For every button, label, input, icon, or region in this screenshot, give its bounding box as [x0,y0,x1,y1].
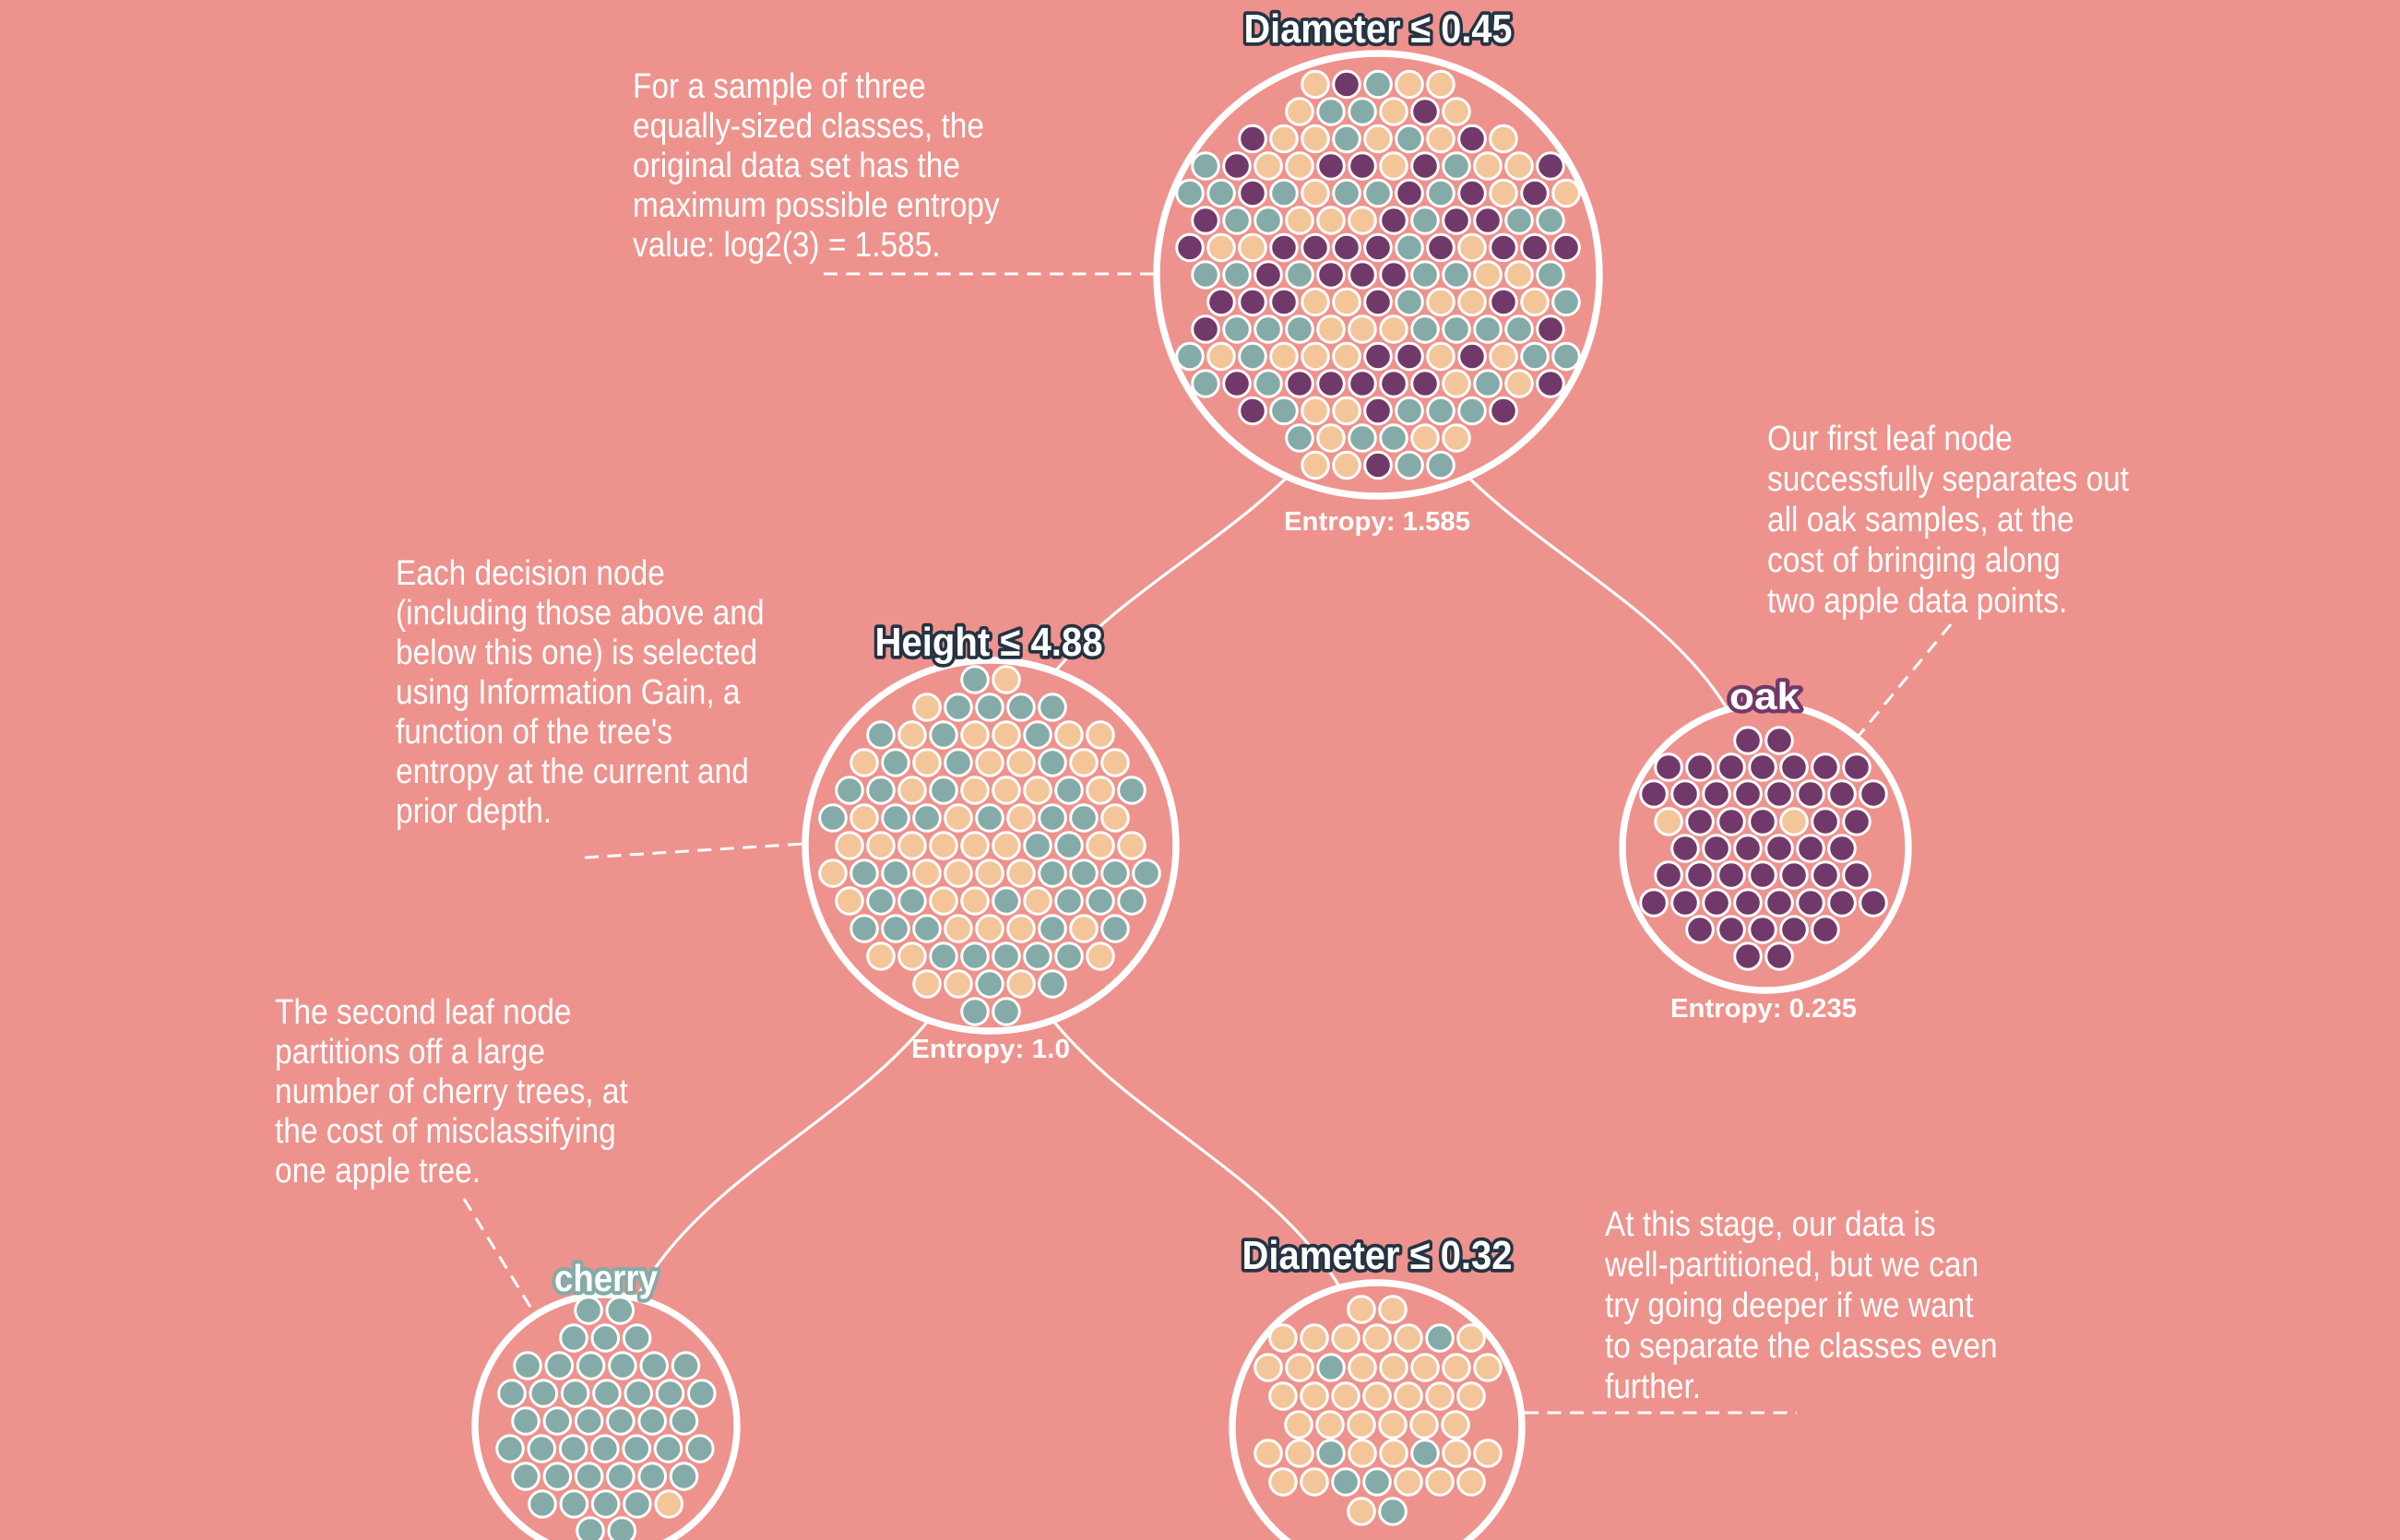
svg-text:value: log2(3) = 1.585.: value: log2(3) = 1.585. [633,225,941,264]
svg-text:(including those above and: (including those above and [396,593,765,632]
svg-text:Height ≤ 4.88: Height ≤ 4.88 [875,620,1103,665]
svg-text:entropy at the current and: entropy at the current and [396,752,749,790]
svg-text:Entropy: 0.235: Entropy: 0.235 [1670,994,1857,1024]
svg-text:cherry: cherry [554,1257,658,1299]
svg-text:Diameter ≤ 0.45: Diameter ≤ 0.45 [1244,6,1513,52]
svg-text:The second leaf node: The second leaf node [275,992,572,1031]
svg-text:successfully separates out: successfully separates out [1767,459,2129,498]
svg-text:At this stage, our data is: At this stage, our data is [1605,1204,1936,1243]
svg-text:further.: further. [1605,1367,1701,1405]
svg-text:equally-sized classes, the: equally-sized classes, the [633,106,984,145]
svg-text:below this one) is selected: below this one) is selected [396,633,757,671]
svg-text:to separate the classes even: to separate the classes even [1605,1326,1998,1365]
svg-text:well-partitioned, but we can: well-partitioned, but we can [1604,1245,1978,1284]
svg-text:Entropy: 1.585: Entropy: 1.585 [1284,507,1470,537]
svg-text:cost of bringing along: cost of bringing along [1767,540,2061,579]
svg-text:try going deeper if we want: try going deeper if we want [1605,1285,1974,1324]
svg-text:using Information Gain, a: using Information Gain, a [396,672,741,711]
svg-text:Each decision node: Each decision node [396,553,665,592]
svg-text:two apple data points.: two apple data points. [1767,581,2067,620]
svg-text:maximum possible entropy: maximum possible entropy [633,185,1000,224]
svg-text:Diameter ≤ 0.32: Diameter ≤ 0.32 [1242,1233,1513,1278]
svg-text:original data set has the: original data set has the [633,146,960,184]
svg-text:Entropy: 1.0: Entropy: 1.0 [911,1035,1070,1064]
svg-text:number of cherry trees, at: number of cherry trees, at [275,1072,628,1110]
svg-text:Our first leaf node: Our first leaf node [1767,419,2013,457]
svg-text:For a sample of three: For a sample of three [633,66,926,105]
svg-text:prior depth.: prior depth. [396,791,552,830]
svg-text:function of the tree's: function of the tree's [396,712,672,751]
svg-text:oak: oak [1729,675,1800,717]
svg-text:one apple tree.: one apple tree. [275,1151,481,1190]
svg-text:partitions off a large: partitions off a large [275,1032,545,1071]
svg-text:the cost of misclassifying: the cost of misclassifying [275,1111,616,1150]
svg-text:all oak samples, at the: all oak samples, at the [1767,500,2074,539]
